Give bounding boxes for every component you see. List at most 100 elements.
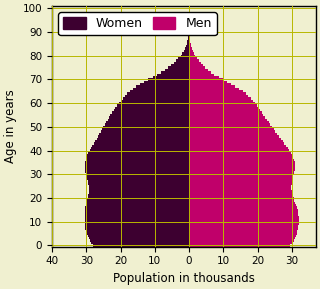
Bar bbox=[189, 175, 293, 178]
Bar bbox=[189, 57, 197, 59]
Bar bbox=[189, 206, 297, 209]
Bar bbox=[189, 47, 192, 50]
Bar bbox=[85, 171, 189, 173]
Bar bbox=[110, 114, 189, 116]
Bar bbox=[189, 228, 298, 230]
Bar bbox=[157, 73, 189, 76]
Bar bbox=[85, 209, 189, 211]
Bar bbox=[189, 190, 292, 192]
Bar bbox=[188, 38, 189, 40]
Bar bbox=[189, 221, 299, 223]
Bar bbox=[92, 242, 189, 244]
Bar bbox=[136, 85, 189, 88]
Bar bbox=[189, 109, 260, 112]
Bar bbox=[189, 133, 277, 135]
Bar bbox=[189, 185, 291, 187]
Bar bbox=[185, 47, 189, 50]
Bar bbox=[188, 36, 189, 38]
Bar bbox=[189, 62, 201, 64]
Bar bbox=[84, 216, 189, 218]
Bar bbox=[189, 97, 251, 100]
Bar bbox=[140, 83, 189, 85]
Bar bbox=[189, 164, 295, 166]
Bar bbox=[189, 171, 294, 173]
Bar bbox=[168, 66, 189, 69]
Legend: Women, Men: Women, Men bbox=[58, 12, 217, 35]
Bar bbox=[144, 81, 189, 83]
Bar bbox=[186, 45, 189, 47]
Bar bbox=[85, 161, 189, 164]
Bar bbox=[189, 38, 190, 40]
Bar bbox=[189, 168, 295, 171]
Bar bbox=[189, 149, 290, 152]
Bar bbox=[89, 185, 189, 187]
Bar bbox=[97, 138, 189, 140]
Bar bbox=[189, 114, 263, 116]
Bar bbox=[84, 221, 189, 223]
Bar bbox=[189, 147, 288, 149]
Bar bbox=[187, 40, 189, 43]
Bar bbox=[189, 59, 199, 62]
Bar bbox=[180, 55, 189, 57]
Bar bbox=[171, 64, 189, 66]
Bar bbox=[86, 175, 189, 178]
Bar bbox=[189, 230, 297, 232]
Bar bbox=[189, 69, 208, 71]
Bar bbox=[117, 104, 189, 107]
Bar bbox=[184, 50, 189, 52]
Bar bbox=[189, 204, 296, 206]
Bar bbox=[189, 187, 291, 190]
Bar bbox=[161, 71, 189, 73]
Bar bbox=[189, 201, 295, 204]
Bar bbox=[130, 90, 189, 92]
Bar bbox=[112, 112, 189, 114]
Bar bbox=[109, 116, 189, 118]
Bar bbox=[148, 78, 189, 81]
Bar bbox=[98, 135, 189, 138]
Bar bbox=[84, 218, 189, 221]
Bar bbox=[189, 83, 231, 85]
Bar bbox=[88, 194, 189, 197]
Bar bbox=[108, 118, 189, 121]
Bar bbox=[189, 237, 295, 240]
Bar bbox=[189, 112, 262, 114]
Bar bbox=[92, 144, 189, 147]
Y-axis label: Age in years: Age in years bbox=[4, 89, 17, 163]
Bar bbox=[189, 78, 223, 81]
Bar bbox=[86, 173, 189, 175]
Bar bbox=[189, 218, 299, 221]
Bar bbox=[88, 152, 189, 154]
Bar bbox=[189, 45, 191, 47]
Bar bbox=[189, 159, 294, 161]
Bar bbox=[189, 88, 239, 90]
Bar bbox=[189, 140, 283, 142]
Bar bbox=[89, 192, 189, 194]
Bar bbox=[189, 225, 298, 228]
Bar bbox=[99, 133, 189, 135]
Bar bbox=[86, 159, 189, 161]
Bar bbox=[116, 107, 189, 109]
Bar bbox=[85, 168, 189, 171]
Bar bbox=[189, 194, 293, 197]
Bar bbox=[189, 232, 297, 235]
Bar bbox=[189, 130, 276, 133]
Bar bbox=[106, 121, 189, 123]
Bar bbox=[189, 138, 281, 140]
Bar bbox=[87, 178, 189, 180]
Bar bbox=[189, 156, 293, 159]
Bar bbox=[88, 235, 189, 237]
Bar bbox=[189, 126, 272, 128]
Bar bbox=[88, 180, 189, 183]
Bar bbox=[101, 130, 189, 133]
Bar bbox=[189, 128, 274, 130]
Bar bbox=[189, 76, 219, 78]
Bar bbox=[102, 128, 189, 130]
Bar bbox=[84, 211, 189, 213]
Bar bbox=[189, 66, 205, 69]
Bar bbox=[182, 52, 189, 55]
Bar bbox=[189, 85, 235, 88]
Bar bbox=[85, 228, 189, 230]
Bar bbox=[90, 240, 189, 242]
Bar bbox=[189, 104, 257, 107]
Bar bbox=[133, 88, 189, 90]
